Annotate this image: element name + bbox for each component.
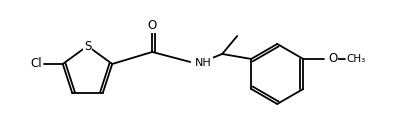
Text: S: S [84, 40, 91, 53]
Text: Cl: Cl [30, 57, 42, 70]
Text: O: O [328, 53, 338, 66]
Text: O: O [148, 19, 157, 32]
Text: CH₃: CH₃ [346, 54, 365, 64]
Text: NH: NH [195, 58, 212, 68]
